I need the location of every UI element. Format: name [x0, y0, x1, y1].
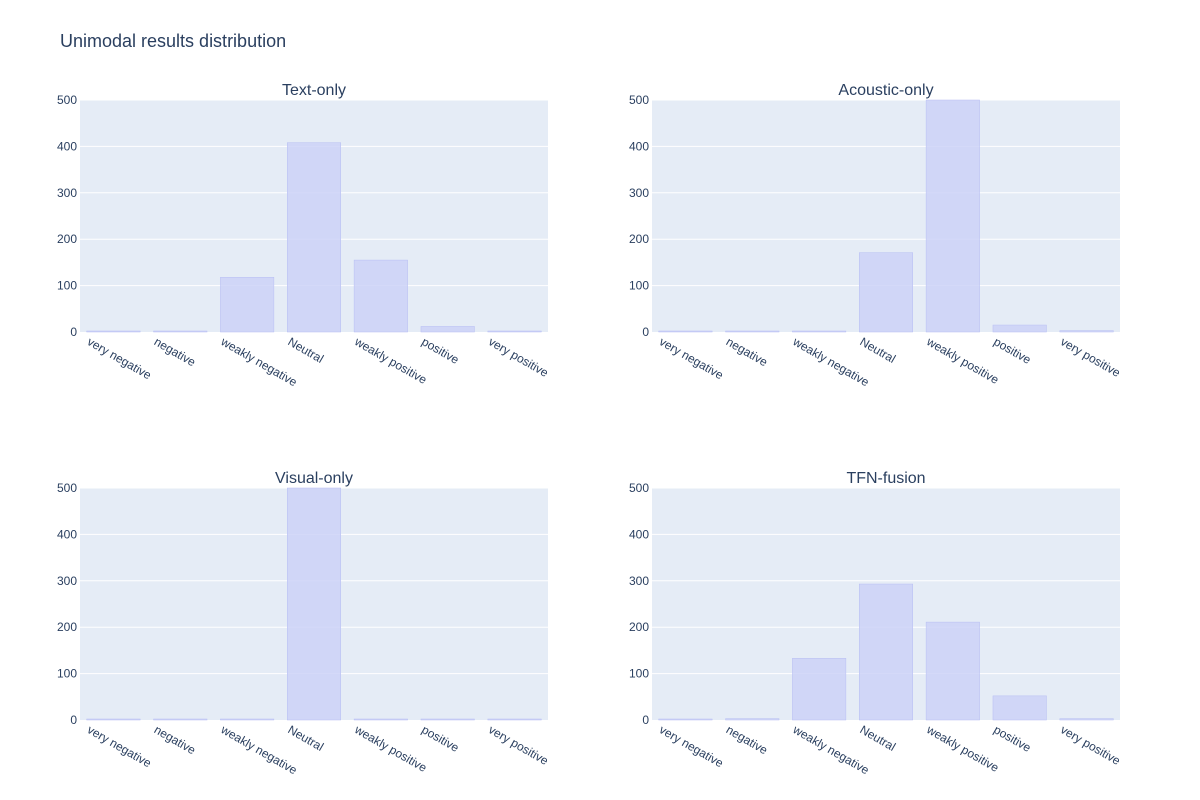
- y-tick-label: 0: [70, 713, 77, 727]
- x-tick-label: very negative: [85, 722, 154, 770]
- bar: [353, 259, 408, 333]
- y-tick-label: 100: [629, 279, 649, 293]
- bar: [487, 718, 542, 721]
- y-tick-label: 200: [629, 620, 649, 634]
- x-tick-label: weakly positive: [923, 722, 1001, 775]
- y-tick-label: 300: [629, 574, 649, 588]
- y-tick-label: 500: [629, 93, 649, 107]
- y-tick-label: 400: [629, 139, 649, 153]
- x-tick-label: very negative: [657, 334, 726, 382]
- y-tick-label: 100: [57, 279, 77, 293]
- bar: [658, 718, 713, 721]
- subplot-title: Acoustic-only: [838, 82, 933, 99]
- bar: [287, 487, 341, 721]
- x-tick-label: positive: [419, 722, 462, 755]
- bar: [925, 621, 980, 721]
- x-tick-label: very positive: [486, 334, 551, 380]
- y-tick-label: 200: [57, 232, 77, 246]
- bar: [220, 718, 275, 721]
- bar: [287, 142, 341, 333]
- y-tick-label: 100: [57, 667, 77, 681]
- subplot-title: Text-only: [282, 82, 346, 99]
- bar: [153, 330, 208, 333]
- x-tick-label: very positive: [486, 722, 551, 768]
- x-tick-label: weakly positive: [351, 334, 429, 387]
- x-tick-label: weakly positive: [923, 334, 1001, 387]
- bar: [86, 718, 141, 721]
- y-tick-label: 400: [57, 139, 77, 153]
- bar: [220, 276, 275, 333]
- bar: [992, 695, 1047, 721]
- bar: [153, 718, 208, 721]
- x-tick-label: negative: [724, 722, 771, 757]
- x-tick-label: positive: [991, 722, 1034, 755]
- y-tick-label: 300: [57, 186, 77, 200]
- x-tick-label: Neutral: [286, 722, 327, 753]
- bar: [353, 718, 408, 721]
- y-tick-label: 500: [57, 481, 77, 495]
- y-tick-label: 500: [57, 93, 77, 107]
- bar: [992, 324, 1047, 333]
- bar: [1059, 718, 1114, 721]
- y-tick-label: 300: [57, 574, 77, 588]
- x-tick-label: positive: [991, 334, 1034, 367]
- x-tick-label: very positive: [1058, 334, 1123, 380]
- chart-title: Unimodal results distribution: [60, 31, 287, 51]
- bar: [658, 330, 713, 333]
- y-tick-label: 200: [629, 232, 649, 246]
- bar: [725, 718, 780, 721]
- subplot-title: Visual-only: [275, 470, 353, 487]
- bar: [420, 326, 475, 333]
- x-tick-label: Neutral: [858, 722, 899, 753]
- x-tick-label: negative: [152, 722, 199, 757]
- bar: [420, 718, 475, 721]
- bar: [792, 330, 847, 333]
- x-tick-label: Neutral: [286, 334, 327, 365]
- x-tick-label: positive: [419, 334, 462, 367]
- y-tick-label: 100: [629, 667, 649, 681]
- x-tick-label: very negative: [85, 334, 154, 382]
- x-tick-label: Neutral: [858, 334, 899, 365]
- y-tick-label: 500: [629, 481, 649, 495]
- bar: [792, 658, 847, 721]
- bar: [86, 330, 141, 333]
- y-tick-label: 200: [57, 620, 77, 634]
- bar: [487, 330, 542, 333]
- y-tick-label: 0: [642, 713, 649, 727]
- x-tick-label: weakly positive: [351, 722, 429, 775]
- y-tick-label: 0: [642, 325, 649, 339]
- y-tick-label: 300: [629, 186, 649, 200]
- x-tick-label: very negative: [657, 722, 726, 770]
- y-tick-label: 400: [57, 527, 77, 541]
- x-tick-label: negative: [152, 334, 199, 369]
- x-tick-label: very positive: [1058, 722, 1123, 768]
- x-tick-label: negative: [724, 334, 771, 369]
- y-tick-label: 0: [70, 325, 77, 339]
- bar: [725, 330, 780, 333]
- bar: [1059, 330, 1114, 333]
- bar: [925, 99, 980, 333]
- subplot-title: TFN-fusion: [846, 470, 925, 487]
- bar: [859, 583, 913, 721]
- y-tick-label: 400: [629, 527, 649, 541]
- bar: [859, 252, 913, 333]
